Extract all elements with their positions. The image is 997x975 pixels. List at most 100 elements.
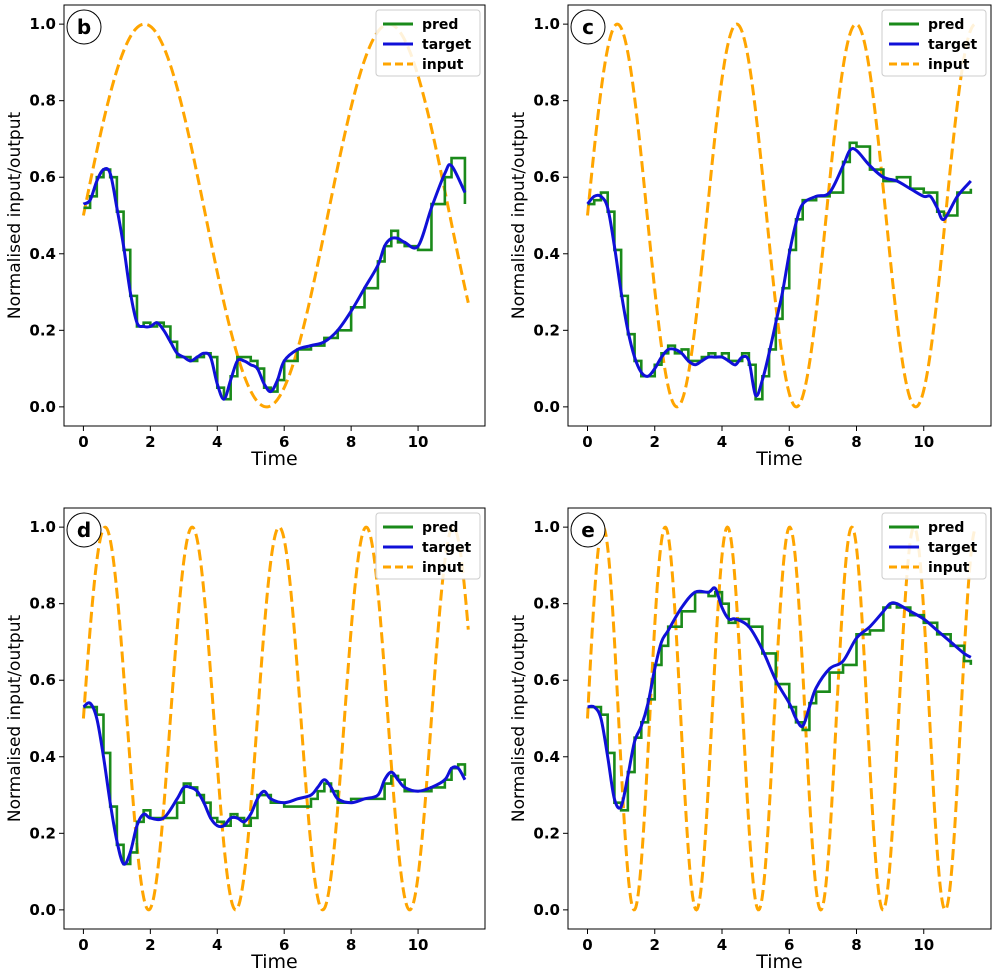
y-tick-label: 0.4 [533, 748, 560, 766]
x-tick-label: 10 [408, 433, 429, 451]
x-axis-label: Time [755, 448, 803, 470]
legend-label-input: input [422, 560, 464, 576]
legend-label-pred: pred [422, 520, 458, 536]
panel-tag-circle [570, 9, 606, 45]
y-tick-label: 0.8 [533, 595, 560, 613]
plot-area [586, 525, 976, 912]
legend-box [881, 9, 987, 77]
x-tick-label: 4 [717, 433, 727, 451]
y-tick-label: 0.2 [533, 824, 560, 842]
series-target-line [82, 701, 467, 866]
legend-label-target: target [928, 540, 978, 556]
legend-label-target: target [422, 37, 472, 53]
panel-tag-circle [66, 9, 102, 45]
series-target-line [586, 147, 972, 398]
x-tick-label: 6 [784, 433, 794, 451]
y-tick-label: 0.8 [533, 92, 560, 110]
x-tick-label: 0 [582, 433, 592, 451]
plot-area [81, 22, 470, 409]
x-axis-label: Time [250, 951, 298, 973]
y-tick-label: 0.6 [533, 168, 560, 186]
axes-frame [63, 4, 486, 427]
plot-area [81, 525, 470, 912]
y-tick-label: 0.4 [29, 748, 56, 766]
series-input-line [586, 525, 976, 912]
x-tick-label: 2 [650, 433, 660, 451]
legend: pred target input [881, 9, 987, 77]
x-tick-label: 10 [913, 936, 934, 954]
x-tick-label: 4 [212, 936, 222, 954]
plot-area [586, 22, 976, 409]
panel-d: 0 2 4 6 8 10 0.0 0.2 0.4 0.6 0.8 1.0 Time Normalised … [5, 507, 486, 973]
x-tick-label: 8 [851, 433, 861, 451]
series-target-line [587, 586, 972, 810]
series-pred-line [83, 156, 467, 401]
x-tick-label: 10 [913, 433, 934, 451]
y-tick-label: 1.0 [533, 15, 560, 33]
x-tick-label: 2 [650, 936, 660, 954]
legend-label-pred: pred [928, 520, 964, 536]
series-input-line [81, 22, 470, 409]
y-tick-label: 0.6 [533, 671, 560, 689]
x-tick-label: 10 [408, 936, 429, 954]
panel-tag-label: e [581, 518, 595, 542]
panel-e: 0 2 4 6 8 10 0.0 0.2 0.4 0.6 0.8 1.0 Time Normalised … [509, 507, 992, 973]
axes-frame [567, 4, 992, 427]
series-input-line [586, 22, 976, 409]
y-tick-label: 0.0 [533, 901, 560, 919]
y-axis-label: Normalised input/output [509, 615, 529, 823]
legend-label-target: target [422, 540, 472, 556]
legend: pred target input [375, 512, 481, 580]
panel-tag-label: d [77, 518, 91, 542]
legend-label-input: input [928, 560, 970, 576]
legend-box [375, 9, 481, 77]
x-tick-label: 6 [279, 936, 289, 954]
legend-label-target: target [928, 37, 978, 53]
legend-box [375, 512, 481, 580]
legend: pred target input [881, 512, 987, 580]
x-tick-label: 2 [145, 936, 155, 954]
y-tick-label: 0.8 [29, 92, 56, 110]
panel-c: 0 2 4 6 8 10 0.0 0.2 0.4 0.6 0.8 1.0 Time Normalised … [509, 4, 992, 470]
panel-b: 0 2 4 6 8 10 0.0 0.2 0.4 0.6 0.8 1.0 Time Normalised … [5, 4, 486, 470]
x-tick-label: 8 [346, 936, 356, 954]
y-tick-label: 0.4 [29, 245, 56, 263]
x-tick-label: 0 [78, 433, 88, 451]
x-tick-label: 4 [212, 433, 222, 451]
x-tick-label: 6 [784, 936, 794, 954]
panel-tag-circle [66, 512, 102, 548]
panel-tag-circle [570, 512, 606, 548]
y-tick-label: 1.0 [29, 518, 56, 536]
y-tick-label: 1.0 [533, 518, 560, 536]
y-tick-label: 0.2 [29, 824, 56, 842]
axes-frame [63, 507, 486, 930]
y-tick-label: 0.2 [533, 321, 560, 339]
series-target-line [82, 163, 467, 401]
y-axis-label: Normalised input/output [5, 615, 25, 823]
x-tick-label: 8 [851, 936, 861, 954]
y-tick-label: 0.8 [29, 595, 56, 613]
y-tick-label: 0.6 [29, 168, 56, 186]
x-tick-label: 0 [78, 936, 88, 954]
y-tick-label: 0.0 [29, 398, 56, 416]
legend-label-pred: pred [422, 17, 458, 33]
legend-label-input: input [422, 57, 464, 73]
legend-label-input: input [928, 57, 970, 73]
y-tick-label: 1.0 [29, 15, 56, 33]
x-tick-label: 4 [717, 936, 727, 954]
panel-tag-label: c [582, 15, 594, 39]
legend-box [881, 512, 987, 580]
x-tick-label: 2 [145, 433, 155, 451]
panel-tag-label: b [77, 15, 91, 39]
legend: pred target input [375, 9, 481, 77]
legend-label-pred: pred [928, 17, 964, 33]
y-tick-label: 0.4 [533, 245, 560, 263]
y-tick-label: 0.0 [533, 398, 560, 416]
y-axis-label: Normalised input/output [509, 112, 529, 320]
y-axis-label: Normalised input/output [5, 112, 25, 320]
x-axis-label: Time [755, 951, 803, 973]
x-tick-label: 8 [346, 433, 356, 451]
x-tick-label: 0 [582, 936, 592, 954]
axes-frame [567, 507, 992, 930]
